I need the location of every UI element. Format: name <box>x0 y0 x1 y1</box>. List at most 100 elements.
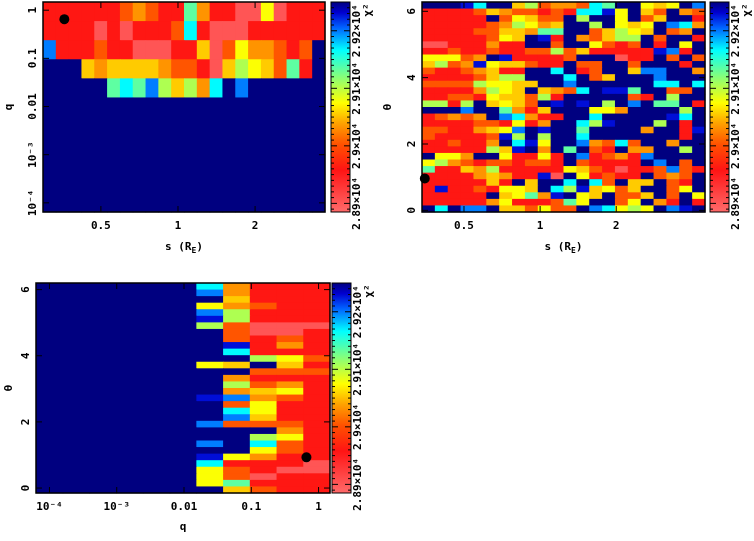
heatmap-cell <box>499 159 513 167</box>
heatmap-row <box>43 173 326 194</box>
heatmap-cell <box>576 100 590 108</box>
heatmap-cell <box>142 315 171 323</box>
heatmap-cell <box>89 283 117 291</box>
heatmap-cell <box>473 113 487 121</box>
heatmap-cell <box>499 205 513 213</box>
heatmap-cell <box>223 302 251 310</box>
heatmap-cell <box>62 479 91 488</box>
heatmap-cell <box>276 335 304 343</box>
heatmap-cell <box>422 61 436 69</box>
heatmap-cell <box>499 120 513 128</box>
heatmap-cell <box>81 192 95 213</box>
heatmap-cell <box>460 172 475 180</box>
heatmap-cell <box>196 466 224 474</box>
heatmap-cell <box>142 433 171 442</box>
heatmap-cell <box>107 116 121 137</box>
heatmap-cell <box>158 192 172 213</box>
heatmap-cell <box>158 173 172 194</box>
heatmap-cell <box>107 40 121 60</box>
heatmap-cell <box>171 40 185 60</box>
heatmap-cell <box>499 80 513 88</box>
y-tick-label: 2 <box>19 419 32 426</box>
heatmap-cell <box>107 21 121 41</box>
heatmap-cell <box>640 93 655 102</box>
heatmap-cell <box>640 146 655 154</box>
heatmap-cell <box>563 159 577 167</box>
heatmap-row <box>422 47 706 56</box>
heatmap-cell <box>55 135 70 156</box>
heatmap-cell <box>303 328 331 337</box>
heatmap-cell <box>563 93 577 102</box>
heatmap-cell <box>434 54 449 62</box>
heatmap-cell <box>260 97 275 118</box>
heatmap-cell <box>602 100 616 108</box>
heatmap-cell <box>563 8 577 16</box>
heatmap-cell <box>89 302 117 310</box>
heatmap-cell <box>576 113 590 121</box>
heatmap-cell <box>589 47 603 56</box>
heatmap-cell <box>196 361 224 369</box>
heatmap-row <box>36 361 331 369</box>
heatmap-cell <box>537 80 552 88</box>
heatmap-cell <box>303 335 331 343</box>
heatmap-cell <box>142 328 171 337</box>
heatmap-cell <box>422 166 436 174</box>
heatmap-cell <box>171 21 185 41</box>
heatmap-cell <box>563 179 577 187</box>
heatmap-cell <box>276 440 304 448</box>
heatmap-cell <box>524 28 539 36</box>
heatmap-cell <box>196 479 224 488</box>
heatmap-cell <box>614 172 629 180</box>
heatmap-cell <box>94 116 108 137</box>
heatmap-cell <box>89 328 117 337</box>
heatmap-cell <box>142 440 171 448</box>
heatmap-cell <box>473 61 487 69</box>
heatmap-cell <box>299 116 313 137</box>
heatmap-cell <box>679 172 693 180</box>
heatmap-cell <box>36 302 64 310</box>
heatmap-cell <box>158 154 172 175</box>
heatmap-cell <box>589 172 603 180</box>
heatmap-cell <box>209 192 224 213</box>
heatmap-cell <box>299 173 313 194</box>
heatmap-cell <box>132 40 147 60</box>
heatmap-cell <box>223 342 251 350</box>
heatmap-cell <box>116 315 144 323</box>
heatmap-cell <box>563 107 577 115</box>
heatmap-cell <box>276 283 304 291</box>
heatmap-cell <box>653 198 668 207</box>
heatmap-cell <box>89 335 117 343</box>
heatmap-cell <box>499 28 513 36</box>
heatmap-cell <box>460 159 475 167</box>
heatmap-cell <box>563 172 577 180</box>
heatmap-cell <box>223 348 251 356</box>
heatmap-cell <box>434 67 449 75</box>
heatmap-cell <box>223 283 251 291</box>
heatmap-cell <box>286 97 300 118</box>
heatmap-cell <box>68 59 83 79</box>
heatmap-cell <box>524 172 539 180</box>
heatmap-cell <box>81 173 95 194</box>
heatmap-cell <box>576 93 590 102</box>
heatmap-cell <box>550 185 565 193</box>
heatmap-row <box>422 93 706 102</box>
heatmap-cell <box>512 139 526 147</box>
heatmap-row <box>36 420 331 428</box>
heatmap-cell <box>486 120 500 128</box>
heatmap-cell <box>679 192 693 200</box>
heatmap-cell <box>434 107 449 115</box>
heatmap-cell <box>36 348 64 356</box>
heatmap-cell <box>62 414 91 422</box>
heatmap-cell <box>602 8 616 16</box>
heatmap-cell <box>89 433 117 442</box>
heatmap-cell <box>653 74 668 82</box>
heatmap-row <box>36 348 331 356</box>
heatmap-cell <box>627 179 642 187</box>
heatmap-cell <box>276 309 304 317</box>
colorbar-tick-label: 2.91×10⁴ <box>350 62 363 115</box>
heatmap-cell <box>116 335 144 343</box>
heatmap-cell <box>550 47 565 56</box>
heatmap-cell <box>169 309 197 317</box>
heatmap-cell <box>145 135 159 156</box>
heatmap-cell <box>223 440 251 448</box>
